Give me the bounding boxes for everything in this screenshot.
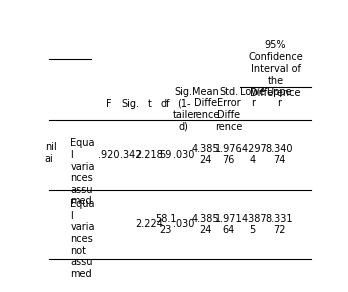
Text: Std.
Error
Diffe
rence: Std. Error Diffe rence <box>215 87 242 132</box>
Text: nil
ai: nil ai <box>45 142 57 164</box>
Text: 2.218: 2.218 <box>136 150 163 160</box>
Text: 4.385
24: 4.385 24 <box>191 144 219 166</box>
Text: 8.331
72: 8.331 72 <box>265 213 293 235</box>
Text: 2.224: 2.224 <box>136 219 164 229</box>
Text: .342: .342 <box>120 150 141 160</box>
Text: df: df <box>161 99 171 109</box>
Text: 4.385
24: 4.385 24 <box>191 213 219 235</box>
Text: t: t <box>148 99 151 109</box>
Text: Sig.: Sig. <box>121 99 140 109</box>
Text: .4387
5: .4387 5 <box>239 213 267 235</box>
Text: Mean
Diffe
rence: Mean Diffe rence <box>192 87 219 120</box>
Text: Lowe
r: Lowe r <box>240 87 266 108</box>
Text: .920: .920 <box>98 150 120 160</box>
Text: Equa
l
varia
nces
not
assu
med: Equa l varia nces not assu med <box>70 199 95 279</box>
Text: 95%
Confidence
Interval of
the
Difference: 95% Confidence Interval of the Differenc… <box>248 39 303 98</box>
Text: Uppe
r: Uppe r <box>266 87 292 108</box>
Text: 1.971
64: 1.971 64 <box>215 213 242 235</box>
Text: 59: 59 <box>159 150 172 160</box>
Text: 1.976
76: 1.976 76 <box>215 144 242 166</box>
Text: Equa
l
varia
nces
assu
med: Equa l varia nces assu med <box>70 138 95 206</box>
Text: .030: .030 <box>173 150 195 160</box>
Text: 8.340
74: 8.340 74 <box>265 144 293 166</box>
Text: .4297
4: .4297 4 <box>239 144 267 166</box>
Text: Sig.
(1-
taile
d): Sig. (1- taile d) <box>173 87 195 132</box>
Text: .030: .030 <box>173 219 195 229</box>
Text: F: F <box>106 99 112 109</box>
Text: 58.1
23: 58.1 23 <box>155 213 176 235</box>
